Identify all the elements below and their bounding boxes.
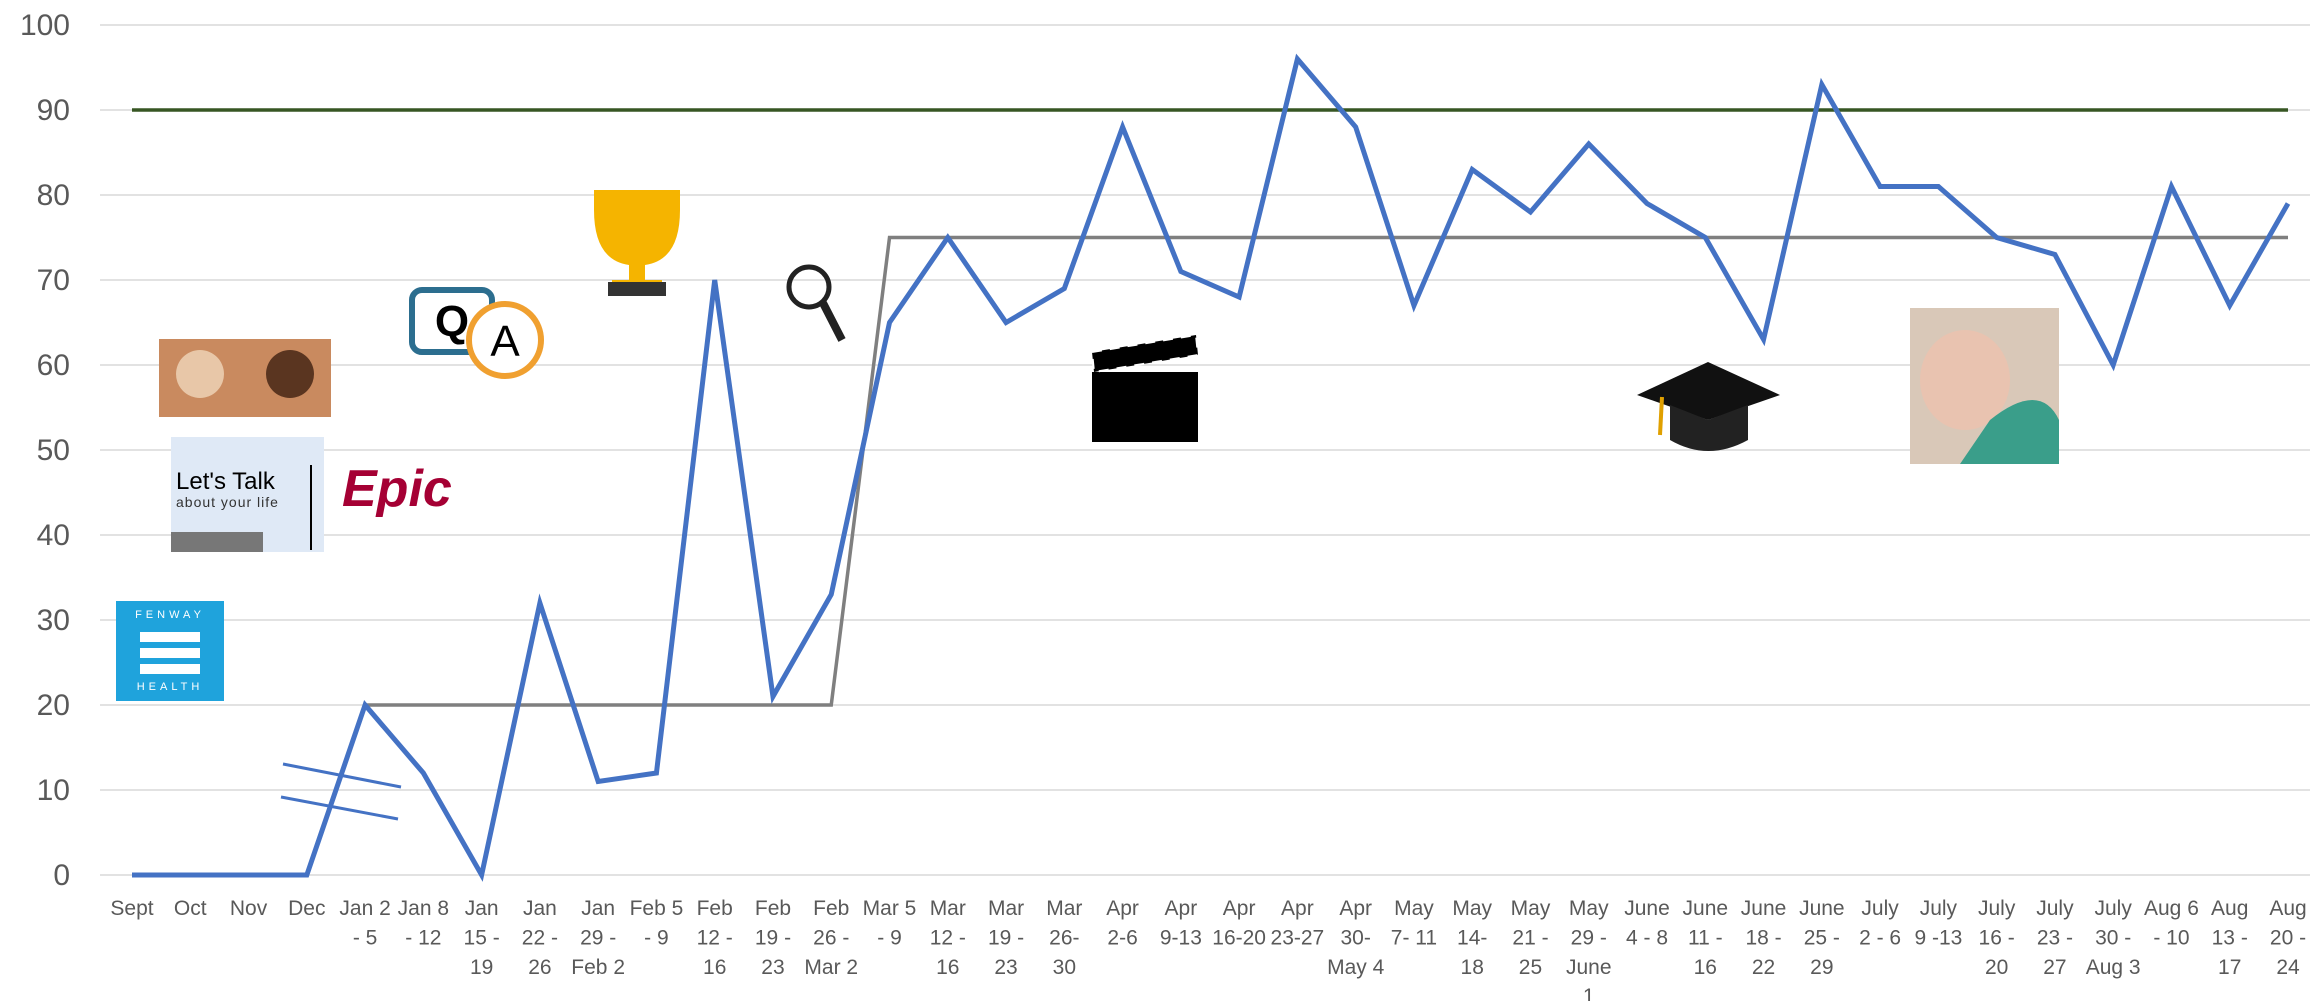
x-tick-label: Feb 26 -Mar 2 <box>804 897 858 979</box>
y-tick-label: 80 <box>37 179 70 212</box>
grad-cap <box>1637 362 1780 420</box>
magnifier-handle <box>819 301 846 342</box>
fenway-text: FENWAY <box>135 609 205 621</box>
x-tick-label: May 14-18 <box>1452 897 1492 979</box>
y-tick-label: 100 <box>20 9 70 42</box>
x-tick-label: May 29 -June 1 <box>1566 897 1612 1001</box>
x-tick-label: July 16 -20 <box>1978 897 2016 979</box>
fenway-text: HEALTH <box>137 681 204 693</box>
x-tick-label: Apr 9-13 <box>1160 897 1202 949</box>
baby-cloth <box>1960 400 2059 464</box>
x-tick-label: Apr 16-20 <box>1212 897 1266 949</box>
x-tick-label: Dec <box>288 897 325 920</box>
x-tick-label: Oct <box>174 897 207 920</box>
fenway-bar <box>140 664 200 674</box>
photo-face <box>266 350 314 398</box>
x-tick-label: June 18 -22 <box>1741 897 1787 979</box>
y-tick-label: 90 <box>37 94 70 127</box>
x-tick-label: Feb 12 -16 <box>697 897 733 979</box>
qa-a: A <box>490 317 520 366</box>
fenway-bar <box>140 632 200 642</box>
talk-title: Let's Talk <box>176 468 276 495</box>
break-line <box>282 762 402 789</box>
x-tick-label: June 4 - 8 <box>1624 897 1670 949</box>
x-tick-label: Mar 26-30 <box>1046 897 1082 979</box>
x-tick-label: Jan 15 -19 <box>464 897 500 979</box>
y-tick-label: 60 <box>37 349 70 382</box>
x-tick-label: Apr 23-27 <box>1271 897 1325 949</box>
trophy <box>594 190 680 292</box>
y-tick-label: 10 <box>37 774 70 807</box>
magnifier <box>786 264 832 310</box>
break-line <box>280 795 399 821</box>
y-tick-label: 70 <box>37 264 70 297</box>
x-tick-label: Sept <box>110 897 153 920</box>
y-tick-label: 50 <box>37 434 70 467</box>
series-line <box>132 53 2291 882</box>
talk-bar <box>171 532 263 552</box>
x-tick-label: Mar 5- 9 <box>863 897 917 949</box>
x-tick-label: Aug 13 -17 <box>2211 897 2248 979</box>
talk-sub: about your life <box>176 494 279 510</box>
x-tick-label: Jan 2- 5 <box>339 897 390 949</box>
x-tick-label: July 9 -13 <box>1914 897 1962 949</box>
clapper-top <box>1090 333 1200 374</box>
x-tick-label: Jan 29 -Feb 2 <box>571 897 625 979</box>
x-tick-label: May 21 -25 <box>1511 897 1551 979</box>
axis-break <box>280 762 402 821</box>
x-tick-label: Mar 19 -23 <box>988 897 1024 979</box>
x-tick-label: June 11 -16 <box>1683 897 1729 979</box>
y-tick-label: 0 <box>53 859 70 892</box>
x-tick-label: June 25 -29 <box>1799 897 1845 979</box>
x-tick-label: Feb 5- 9 <box>630 897 684 949</box>
trophy-base <box>608 282 666 296</box>
series-line <box>132 235 2288 877</box>
y-tick-label: 30 <box>37 604 70 637</box>
photo-face <box>176 350 224 398</box>
y-tick-label: 40 <box>37 519 70 552</box>
qa-bubble <box>466 301 544 379</box>
baby-face <box>1920 330 2010 430</box>
epic-logo: Epic <box>342 460 452 518</box>
x-tick-label: July 23 -27 <box>2036 897 2074 979</box>
icons: FENWAY HEALTH Let's Talk about your life… <box>116 190 2059 701</box>
qa-q: Q <box>435 297 469 346</box>
x-tick-label: May 7- 11 <box>1391 897 1437 949</box>
tassel <box>1658 396 1664 436</box>
clapper <box>1092 372 1198 442</box>
x-tick-label: July 30 -Aug 3 <box>2086 897 2141 979</box>
y-tick-label: 20 <box>37 689 70 722</box>
x-tick-label: Apr 30-May 4 <box>1327 897 1385 979</box>
fenway-bar <box>140 648 200 658</box>
x-tick-label: Jan 22 -26 <box>522 897 558 979</box>
x-tick-label: Aug 6- 10 <box>2144 897 2199 949</box>
x-tick-label: July 2 - 6 <box>1859 897 1901 949</box>
grad-cap-base <box>1670 405 1748 451</box>
x-tick-label: Mar 12 -16 <box>930 897 966 979</box>
x-tick-label: Apr 2-6 <box>1106 897 1139 949</box>
x-tick-label: Feb 19 -23 <box>755 897 791 979</box>
x-tick-label: Jan 8- 12 <box>398 897 449 949</box>
x-tick-label: Nov <box>230 897 268 920</box>
x-tick-label: Aug 20 -24 <box>2269 897 2306 979</box>
